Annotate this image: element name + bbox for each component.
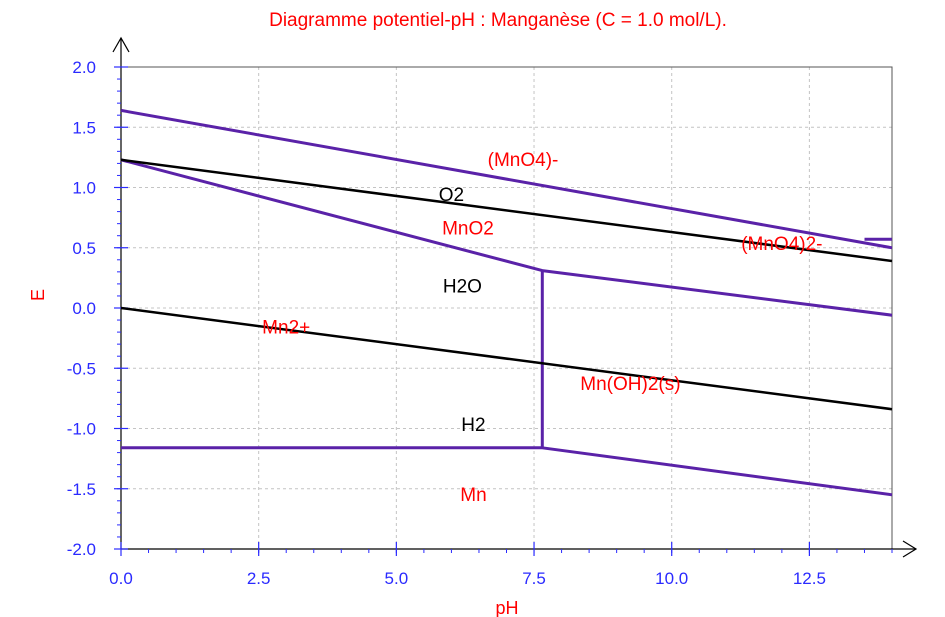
series xyxy=(120,108,893,497)
manganese-boundary-line xyxy=(120,108,893,250)
region-label: MnO2 xyxy=(442,218,494,239)
y-tick-label: 0.0 xyxy=(72,299,96,318)
y-tick-label: 1.0 xyxy=(72,179,96,198)
y-axis-label: E xyxy=(28,289,48,301)
region-label: (MnO4)- xyxy=(488,150,559,171)
ticks: 0.0 2.5 5.0 7.5 10.0 12.5 2.0 1.5 1.0 0.5 0.0 -0.5 -… xyxy=(67,58,893,588)
x-tick-label: 12.5 xyxy=(793,569,826,588)
chart-title: Diagramme potentiel-pH : Manganèse (C = … xyxy=(269,10,727,31)
grid xyxy=(121,67,892,549)
y-tick-label: -2.0 xyxy=(67,540,96,559)
x-tick-label: 0.0 xyxy=(109,569,133,588)
region-label: (MnO4)2- xyxy=(741,234,822,255)
y-tick-label: -0.5 xyxy=(67,359,96,378)
x-axis-label: pH xyxy=(495,598,518,617)
water-boundary-line xyxy=(120,306,893,411)
manganese-boundary-line xyxy=(121,446,893,497)
y-axis-arrow-icon xyxy=(112,36,130,53)
y-tick-label: -1.0 xyxy=(67,420,96,439)
region-label: H2O xyxy=(443,276,482,297)
region-label: O2 xyxy=(439,185,464,206)
x-axis-arrow-icon xyxy=(902,540,918,558)
y-tick-label: -1.5 xyxy=(67,480,96,499)
region-labels: (MnO4)- O2 MnO2 (MnO4)2- H2O Mn2+ Mn(OH)2(s) H2… xyxy=(262,150,822,506)
x-tick-label: 10.0 xyxy=(655,569,688,588)
x-tick-label: 5.0 xyxy=(385,569,409,588)
water-boundary-line xyxy=(120,158,893,263)
axes xyxy=(112,36,918,558)
region-label: H2 xyxy=(461,415,485,436)
y-tick-label: 1.5 xyxy=(72,118,96,137)
region-label: Mn2+ xyxy=(262,317,310,338)
x-tick-label: 2.5 xyxy=(247,569,271,588)
region-label: Mn xyxy=(460,485,486,506)
y-tick-label: 2.0 xyxy=(72,58,96,77)
y-tick-label: 0.5 xyxy=(72,239,96,258)
region-label: Mn(OH)2(s) xyxy=(580,374,680,395)
x-tick-label: 7.5 xyxy=(522,569,546,588)
